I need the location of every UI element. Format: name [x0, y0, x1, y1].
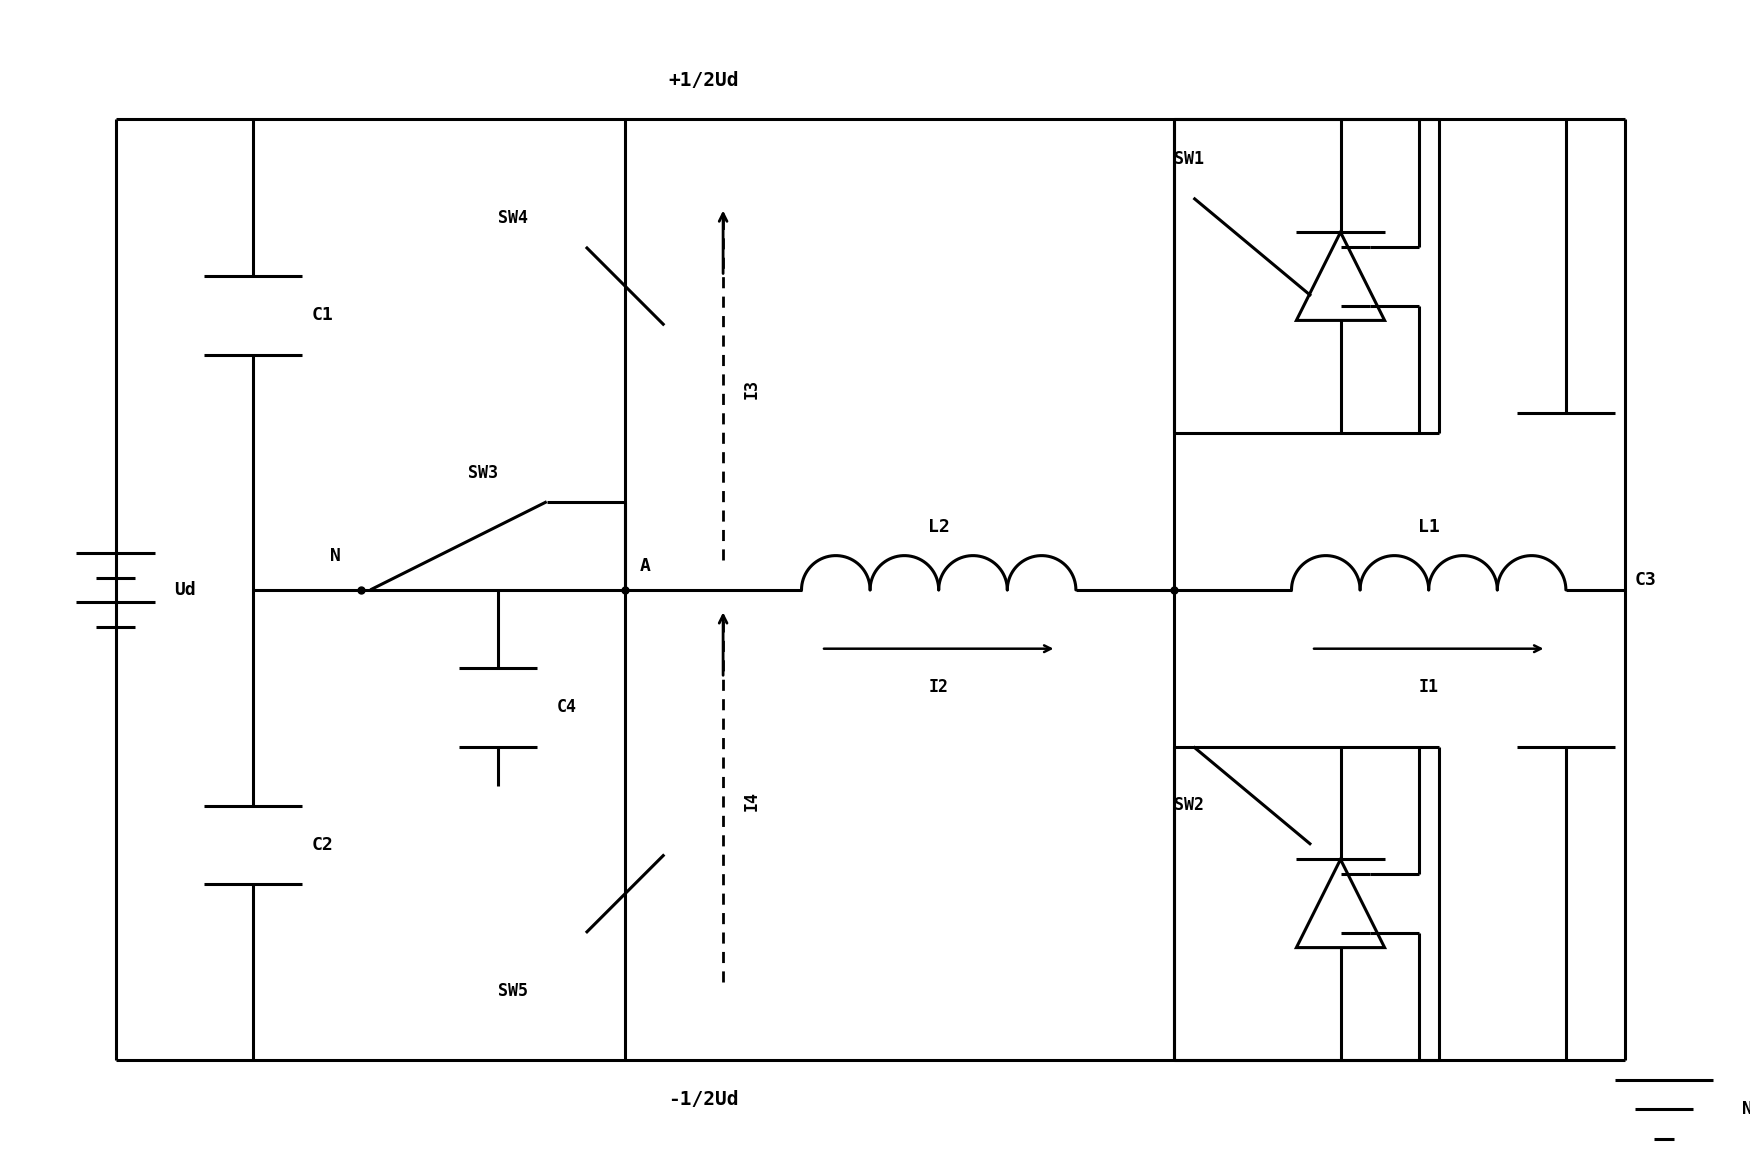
- Text: N: N: [331, 548, 341, 565]
- Text: N: N: [1743, 1100, 1750, 1119]
- Text: SW3: SW3: [469, 464, 499, 482]
- Text: -1/2Ud: -1/2Ud: [668, 1089, 738, 1109]
- Text: SW5: SW5: [497, 982, 528, 1000]
- Text: I4: I4: [742, 791, 761, 811]
- Text: I1: I1: [1419, 679, 1438, 696]
- Text: C1: C1: [312, 307, 332, 324]
- Text: L2: L2: [928, 518, 950, 536]
- Text: A: A: [640, 557, 651, 576]
- Text: Ud: Ud: [175, 580, 196, 599]
- Text: I3: I3: [742, 379, 761, 399]
- Text: SW1: SW1: [1174, 151, 1204, 168]
- Text: +1/2Ud: +1/2Ud: [668, 71, 738, 90]
- Text: C2: C2: [312, 835, 332, 854]
- Text: L1: L1: [1418, 518, 1440, 536]
- Text: C4: C4: [556, 698, 576, 716]
- Text: SW2: SW2: [1174, 796, 1204, 813]
- Text: SW4: SW4: [497, 209, 528, 227]
- Text: I2: I2: [929, 679, 948, 696]
- Text: C3: C3: [1634, 571, 1655, 590]
